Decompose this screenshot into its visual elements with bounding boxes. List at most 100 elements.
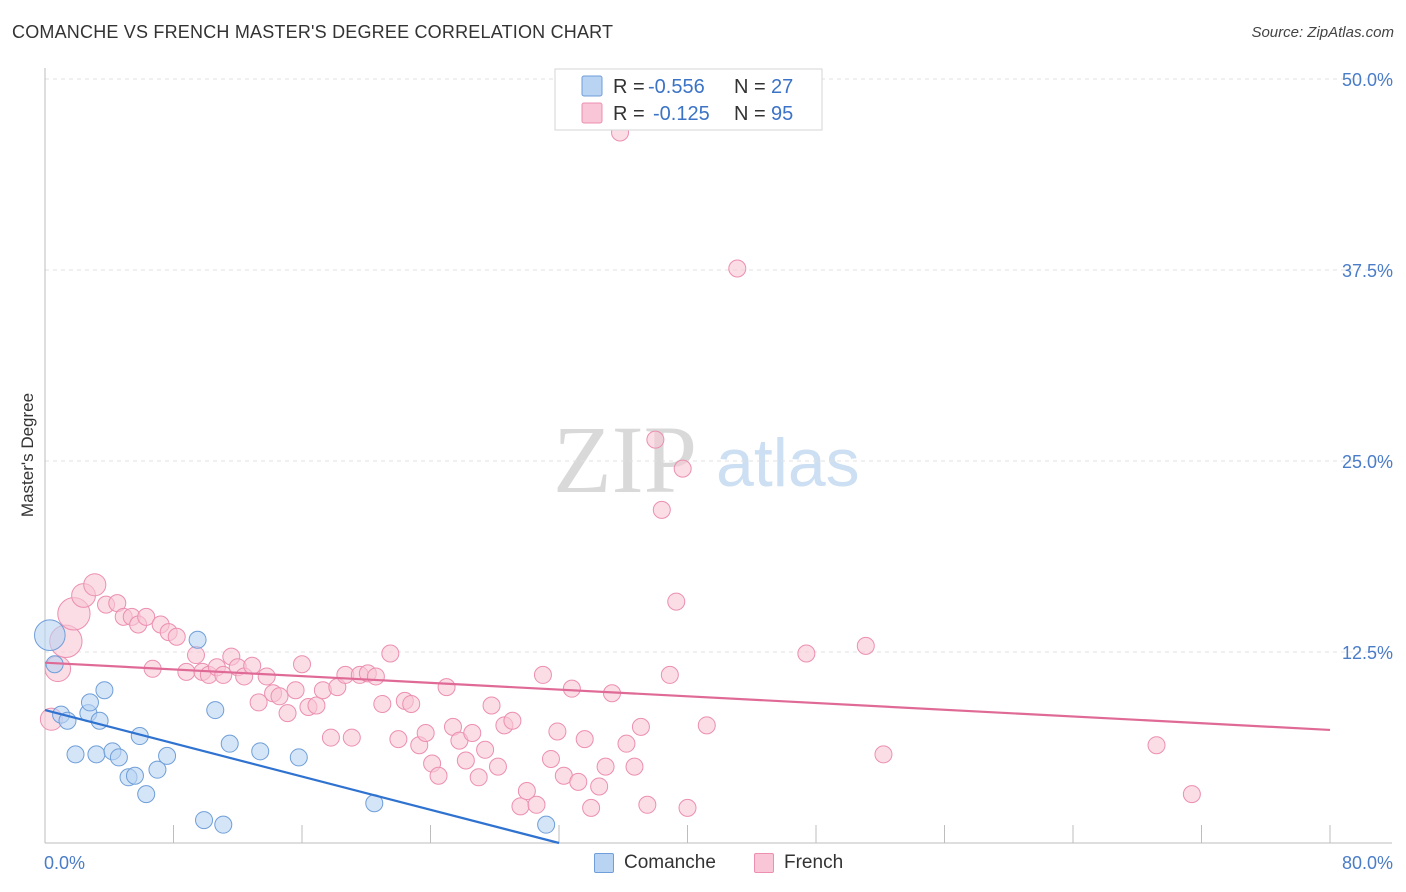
french-point (569, 772, 588, 791)
comanche-point (66, 745, 85, 764)
french-point (482, 696, 501, 715)
french-point (625, 757, 644, 776)
comanche-point (220, 734, 239, 753)
french-point (697, 716, 716, 735)
french-point (456, 751, 475, 770)
french-point (517, 782, 536, 801)
french-point (437, 678, 456, 697)
watermark-atlas: atlas (716, 425, 860, 501)
french-point (590, 777, 609, 796)
french-point (575, 730, 594, 749)
comanche-point (137, 785, 156, 804)
legend-french-r-value: -0.125 (653, 103, 710, 125)
french-point (667, 592, 686, 611)
comanche-point (206, 701, 225, 720)
y-tick-label: 12.5% (1342, 643, 1393, 663)
bottom-legend-french: French (754, 852, 843, 874)
french-point (631, 717, 650, 736)
french-point (874, 745, 893, 764)
french-point (678, 798, 697, 817)
comanche-point (195, 811, 214, 830)
french-label: French (784, 852, 844, 873)
comanche-point (95, 681, 114, 700)
french-point (381, 644, 400, 663)
legend: R = -0.556 N = 27 R = -0.125 N = 95 (554, 68, 823, 131)
comanche-point (251, 742, 270, 761)
french-point (562, 679, 581, 698)
french-point (286, 681, 305, 700)
french-point (307, 696, 326, 715)
french-point (617, 734, 636, 753)
bottom-legend-comanche: Comanche (594, 852, 716, 874)
comanche-point (87, 745, 106, 764)
french-point (249, 693, 268, 712)
comanche-point (148, 760, 167, 779)
french-point (373, 694, 392, 713)
french-point (856, 636, 875, 655)
french-point (429, 766, 448, 785)
french-point (342, 728, 361, 747)
french-swatch (754, 853, 774, 873)
french-trend-line (44, 661, 1331, 732)
legend-comanche-swatch (581, 75, 603, 97)
gridlines (45, 78, 1392, 653)
french-point (177, 662, 196, 681)
tick-labels: 12.5% 25.0% 37.5% 50.0% 0.0% 80.0% (44, 70, 1393, 873)
legend-comanche-n-label: N = (734, 76, 766, 98)
comanche-point (188, 630, 207, 649)
legend-comanche-r-value: -0.556 (648, 76, 705, 98)
legend-french-r-label: R = (613, 103, 645, 125)
y-tick-label: 37.5% (1342, 261, 1393, 281)
x-tick-label: 80.0% (1342, 853, 1393, 873)
legend-comanche-r-label: R = (613, 76, 645, 98)
french-point (167, 627, 186, 646)
watermark-zip: ZIP (553, 406, 697, 513)
comanche-label: Comanche (624, 852, 716, 873)
french-point (646, 430, 665, 449)
y-tick-label: 50.0% (1342, 70, 1393, 90)
legend-comanche-n-value: 27 (771, 76, 793, 98)
french-point (278, 704, 297, 723)
french-point (186, 646, 205, 665)
french-point (463, 723, 482, 742)
legend-french-swatch (581, 102, 603, 124)
french-point (1182, 785, 1201, 804)
french-point (1147, 736, 1166, 755)
french-point (270, 687, 289, 706)
comanche-point (214, 815, 233, 834)
french-point (402, 694, 421, 713)
french-point (83, 573, 107, 597)
comanche-point (158, 746, 177, 765)
french-point (527, 795, 546, 814)
comanche-point (34, 619, 66, 651)
french-point (652, 500, 671, 519)
french-point (476, 740, 495, 759)
french-point (596, 757, 615, 776)
french-point (728, 259, 747, 278)
comanche-point (289, 748, 308, 767)
comanche-point (125, 766, 144, 785)
chart-title: COMANCHE VS FRENCH MASTER'S DEGREE CORRE… (12, 22, 614, 42)
french-point (321, 728, 340, 747)
french-point (548, 722, 567, 741)
french-point (416, 723, 435, 742)
x-tick-label: 0.0% (44, 853, 85, 873)
comanche-swatch (594, 853, 614, 873)
french-point (533, 665, 552, 684)
trend-lines (44, 661, 1331, 845)
french-point (389, 730, 408, 749)
french-point (488, 757, 507, 776)
french-point (673, 459, 692, 478)
french-point (660, 665, 679, 684)
french-point (257, 667, 276, 686)
comanche-point (80, 693, 99, 712)
french-point (541, 749, 560, 768)
french-point (582, 798, 601, 817)
y-tick-label: 25.0% (1342, 452, 1393, 472)
french-point (137, 607, 156, 626)
french-point (214, 665, 233, 684)
french-point (638, 795, 657, 814)
source-credit: Source: ZipAtlas.com (1251, 24, 1394, 41)
french-point (366, 667, 385, 686)
